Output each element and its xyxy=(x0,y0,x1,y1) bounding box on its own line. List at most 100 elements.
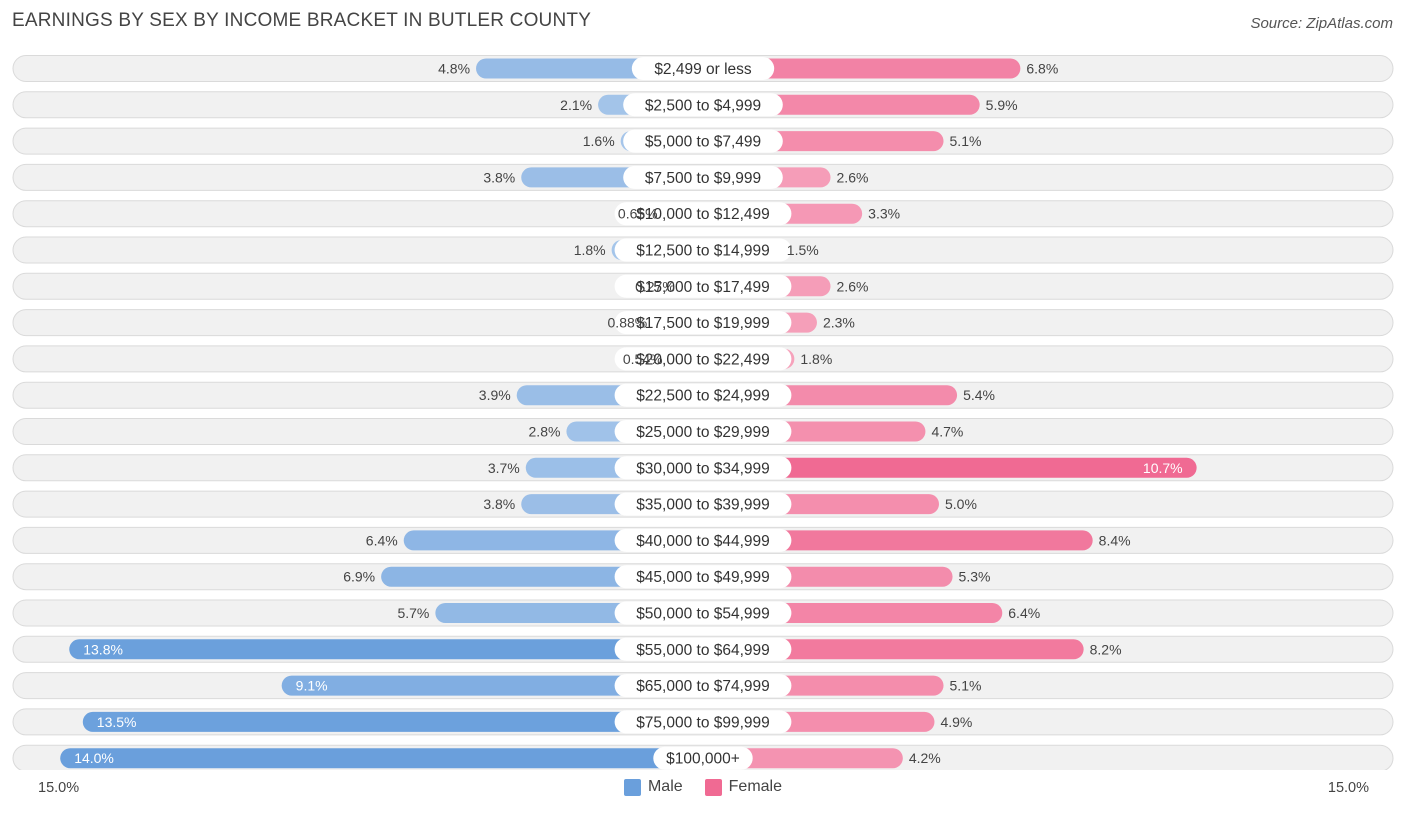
value-label-female: 5.1% xyxy=(950,678,982,694)
category-pill xyxy=(614,347,792,371)
chart-row: $65,000 to $74,999 9.1% 5.1% xyxy=(12,672,1394,700)
bar-female[interactable] xyxy=(703,748,903,769)
category-label: $75,000 to $99,999 xyxy=(636,714,770,731)
value-label-female: 5.4% xyxy=(963,387,995,403)
value-label-male: 1.6% xyxy=(583,133,615,149)
value-label-male: 2.8% xyxy=(529,424,561,440)
chart-row: $30,000 to $34,999 3.7% 10.7% xyxy=(12,454,1394,482)
chart-title: EARNINGS BY SEX BY INCOME BRACKET IN BUT… xyxy=(12,10,592,31)
legend-item-male[interactable]: Male xyxy=(623,778,683,796)
legend-label-male: Male xyxy=(647,778,683,795)
bar-female[interactable] xyxy=(703,457,1197,478)
category-pill xyxy=(614,383,792,407)
chart-row: $2,500 to $4,999 2.1% 5.9% xyxy=(12,91,1394,119)
chart-row: $100,000+ 14.0% 4.2% xyxy=(12,744,1394,770)
category-label: $30,000 to $34,999 xyxy=(636,460,770,477)
value-label-female: 1.5% xyxy=(787,242,819,258)
category-pill xyxy=(614,420,792,443)
source-label: Source: ZipAtlas.com xyxy=(1250,15,1393,32)
category-label: $17,500 to $19,999 xyxy=(636,315,770,332)
category-label: $12,500 to $14,999 xyxy=(636,243,770,260)
chart-row: $22,500 to $24,999 3.9% 5.4% xyxy=(12,381,1394,409)
value-label-male: 3.8% xyxy=(483,496,515,512)
category-label: $7,500 to $9,999 xyxy=(645,170,761,187)
bar-female[interactable] xyxy=(703,530,1093,551)
category-pill xyxy=(614,637,792,661)
diverging-bar-chart: $2,499 or less 4.8% 6.8% $2,500 to $4,999 2.… xyxy=(12,55,1394,770)
value-label-female: 6.4% xyxy=(1008,605,1040,621)
category-label: $2,499 or less xyxy=(654,61,752,78)
category-label: $20,000 to $22,499 xyxy=(636,351,770,368)
value-label-male: 3.9% xyxy=(479,387,511,403)
value-label-male: 3.8% xyxy=(483,169,515,185)
chart-row: $55,000 to $64,999 13.8% 8.2% xyxy=(12,635,1394,663)
category-label: $65,000 to $74,999 xyxy=(636,678,770,695)
category-pill xyxy=(614,456,792,480)
chart-row: $7,500 to $9,999 3.8% 2.6% xyxy=(12,163,1394,191)
category-pill xyxy=(623,93,783,117)
bar-male[interactable] xyxy=(281,675,703,696)
value-label-male: 1.8% xyxy=(574,242,606,258)
category-label: $55,000 to $64,999 xyxy=(636,642,770,659)
value-label-male: 0.65% xyxy=(618,206,658,222)
category-pill xyxy=(614,202,792,226)
legend-item-female[interactable]: Female xyxy=(704,778,783,796)
chart-row: $40,000 to $44,999 6.4% 8.4% xyxy=(12,526,1394,554)
category-label: $50,000 to $54,999 xyxy=(636,606,770,623)
value-label-male: 13.5% xyxy=(97,714,137,730)
category-label: $10,000 to $12,499 xyxy=(636,206,770,223)
value-label-male: 0.88% xyxy=(608,315,648,331)
category-label: $22,500 to $24,999 xyxy=(636,388,770,405)
chart-row: $25,000 to $29,999 2.8% 4.7% xyxy=(12,418,1394,445)
category-pill xyxy=(614,238,792,262)
category-label: $100,000+ xyxy=(666,751,740,768)
value-label-female: 5.3% xyxy=(959,569,991,585)
bar-male[interactable] xyxy=(82,711,704,732)
chart-row: $5,000 to $7,499 1.6% 5.1% xyxy=(12,127,1394,155)
category-pill xyxy=(623,129,783,153)
value-label-male: 13.8% xyxy=(83,641,123,657)
value-label-female: 4.9% xyxy=(940,714,972,730)
bar-female[interactable] xyxy=(703,639,1084,660)
chart-row: $2,499 or less 4.8% 6.8% xyxy=(12,55,1394,82)
value-label-female: 4.7% xyxy=(931,424,963,440)
value-label-female: 4.2% xyxy=(909,750,941,766)
bar-male[interactable] xyxy=(60,748,703,769)
value-label-female: 8.2% xyxy=(1090,641,1122,657)
value-label-female: 1.8% xyxy=(800,351,832,367)
value-label-male: 4.8% xyxy=(438,61,470,77)
chart-row: $75,000 to $99,999 13.5% 4.9% xyxy=(12,708,1394,736)
category-pill xyxy=(631,57,775,80)
chart-row: $12,500 to $14,999 1.8% 1.5% xyxy=(12,236,1394,264)
category-pill xyxy=(614,674,792,698)
value-label-male: 6.9% xyxy=(343,569,375,585)
category-pill xyxy=(614,492,792,516)
legend: Male Female xyxy=(0,778,1406,796)
value-label-female: 5.1% xyxy=(950,133,982,149)
value-label-male: 0.27% xyxy=(635,278,675,294)
value-label-female: 6.8% xyxy=(1026,61,1058,77)
value-label-female: 3.3% xyxy=(868,206,900,222)
category-pill xyxy=(614,528,792,552)
category-label: $35,000 to $39,999 xyxy=(636,497,770,514)
category-pill xyxy=(653,746,753,770)
bar-male[interactable] xyxy=(69,639,704,660)
category-pill xyxy=(614,274,792,298)
value-label-male: 6.4% xyxy=(366,532,398,548)
value-label-female: 2.6% xyxy=(837,169,869,185)
chart-row: $45,000 to $49,999 6.9% 5.3% xyxy=(12,563,1394,591)
category-label: $15,000 to $17,499 xyxy=(636,279,770,296)
axis-left-label: 15.0% xyxy=(38,780,80,796)
value-label-female: 2.6% xyxy=(837,278,869,294)
bar-female[interactable] xyxy=(703,58,1021,79)
value-label-male: 14.0% xyxy=(74,750,114,766)
category-label: $5,000 to $7,499 xyxy=(645,134,761,151)
value-label-female: 5.0% xyxy=(945,496,977,512)
category-pill xyxy=(614,601,792,625)
chart-row: $50,000 to $54,999 5.7% 6.4% xyxy=(12,599,1394,627)
value-label-female: 8.4% xyxy=(1099,532,1131,548)
legend-label-female: Female xyxy=(728,778,783,795)
